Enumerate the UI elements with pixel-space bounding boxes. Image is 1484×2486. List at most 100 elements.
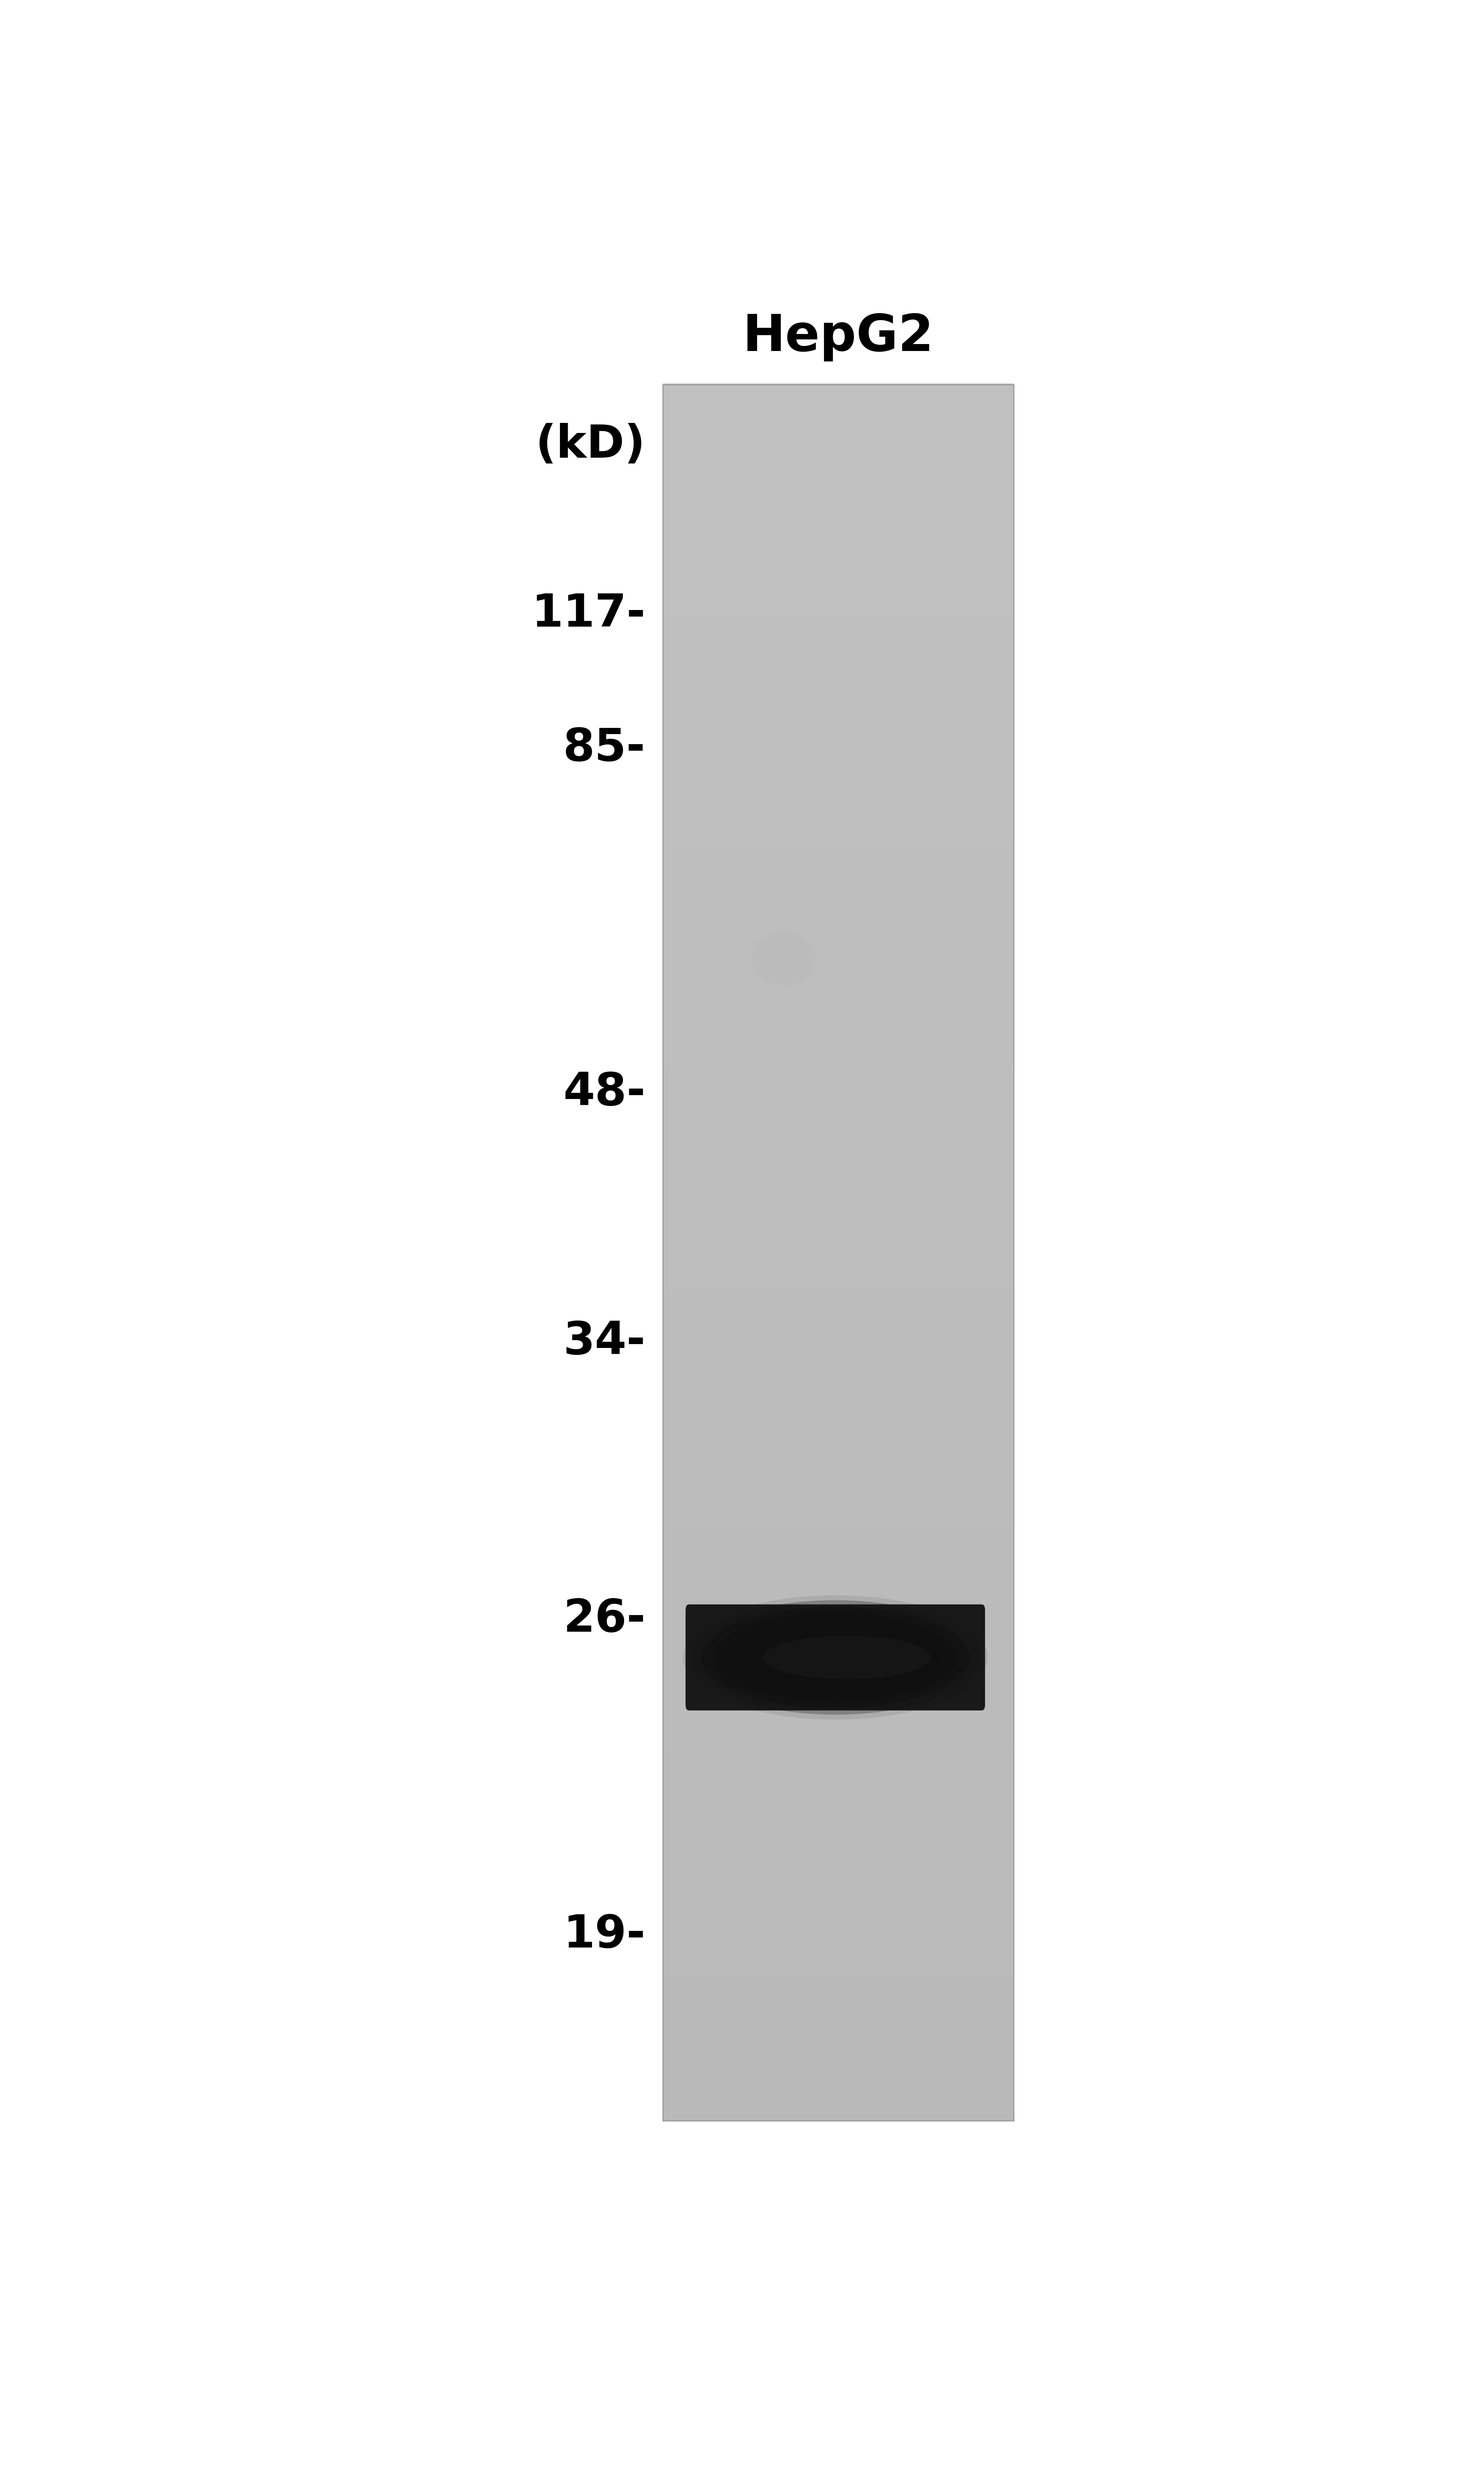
Bar — [663, 1864, 1014, 1872]
Bar — [663, 644, 1014, 651]
Bar — [663, 604, 1014, 609]
Bar — [663, 1956, 1014, 1964]
Bar — [663, 771, 1014, 778]
Bar — [663, 818, 1014, 825]
Bar — [663, 1842, 1014, 1850]
Bar — [663, 1536, 1014, 1541]
Bar — [663, 1708, 1014, 1715]
Bar — [663, 1211, 1014, 1218]
Bar — [663, 1603, 1014, 1611]
Bar — [663, 413, 1014, 420]
Bar — [663, 1638, 1014, 1646]
Bar — [663, 1472, 1014, 1479]
Bar — [663, 984, 1014, 992]
Bar — [663, 1263, 1014, 1270]
Bar — [663, 1303, 1014, 1310]
Bar — [663, 1280, 1014, 1288]
Bar — [663, 1738, 1014, 1745]
Bar — [663, 592, 1014, 599]
Bar — [663, 1633, 1014, 1641]
Text: 34-: 34- — [564, 1320, 646, 1365]
Bar — [663, 967, 1014, 975]
Bar — [663, 1912, 1014, 1919]
Bar — [663, 1293, 1014, 1298]
Bar — [663, 1367, 1014, 1375]
Bar — [663, 510, 1014, 517]
Bar — [663, 674, 1014, 679]
Bar — [663, 743, 1014, 748]
Bar — [663, 418, 1014, 425]
Bar — [663, 1206, 1014, 1213]
Bar — [663, 1755, 1014, 1763]
Bar — [663, 1594, 1014, 1601]
Bar — [663, 1703, 1014, 1710]
Bar — [663, 1529, 1014, 1536]
Bar — [663, 1673, 1014, 1681]
Bar — [663, 383, 1014, 390]
Bar — [663, 1380, 1014, 1385]
Bar — [663, 888, 1014, 895]
Bar — [663, 1907, 1014, 1912]
Bar — [663, 1407, 1014, 1415]
Bar — [663, 1663, 1014, 1668]
Bar — [663, 1390, 1014, 1397]
Bar — [663, 2113, 1014, 2121]
Bar — [663, 1014, 1014, 1022]
Bar — [663, 2068, 1014, 2073]
Bar — [663, 482, 1014, 490]
Bar — [663, 696, 1014, 704]
Bar — [663, 539, 1014, 547]
Bar — [663, 1668, 1014, 1676]
Bar — [663, 1106, 1014, 1114]
Ellipse shape — [729, 1621, 942, 1695]
Bar — [663, 1725, 1014, 1733]
Bar — [663, 1176, 1014, 1183]
Bar — [663, 579, 1014, 587]
Bar — [663, 1855, 1014, 1860]
Bar — [663, 425, 1014, 430]
Bar — [663, 2021, 1014, 2029]
Bar — [663, 962, 1014, 970]
Bar — [663, 574, 1014, 582]
Bar — [663, 1785, 1014, 1790]
Bar — [663, 1454, 1014, 1462]
Bar — [663, 470, 1014, 477]
Ellipse shape — [763, 1636, 930, 1678]
Bar — [663, 1974, 1014, 1981]
Bar — [663, 979, 1014, 987]
Bar — [663, 2004, 1014, 2011]
Bar — [663, 858, 1014, 865]
Bar — [663, 1158, 1014, 1166]
Text: 48-: 48- — [562, 1071, 646, 1114]
Bar — [663, 713, 1014, 721]
Bar — [663, 1812, 1014, 1820]
Bar — [663, 1402, 1014, 1410]
Bar — [663, 1889, 1014, 1894]
Bar — [663, 1245, 1014, 1253]
Bar — [663, 1385, 1014, 1392]
Bar — [663, 788, 1014, 796]
Bar — [663, 477, 1014, 482]
Bar — [663, 2091, 1014, 2098]
Bar — [663, 875, 1014, 883]
Bar — [663, 997, 1014, 1004]
Bar — [663, 1894, 1014, 1902]
Bar — [663, 840, 1014, 848]
Bar — [663, 1651, 1014, 1658]
Bar — [663, 2034, 1014, 2039]
Bar — [663, 517, 1014, 525]
Bar — [663, 447, 1014, 455]
Bar — [663, 614, 1014, 622]
Bar — [663, 1049, 1014, 1057]
Bar — [663, 1681, 1014, 1686]
Bar — [663, 992, 1014, 997]
Bar — [663, 1223, 1014, 1231]
Bar — [663, 1432, 1014, 1437]
Bar — [663, 1790, 1014, 1797]
Bar — [663, 922, 1014, 927]
Bar — [663, 1285, 1014, 1293]
Bar — [663, 587, 1014, 592]
Bar — [663, 1872, 1014, 1877]
Bar — [663, 385, 1014, 2121]
Bar — [663, 1750, 1014, 1755]
